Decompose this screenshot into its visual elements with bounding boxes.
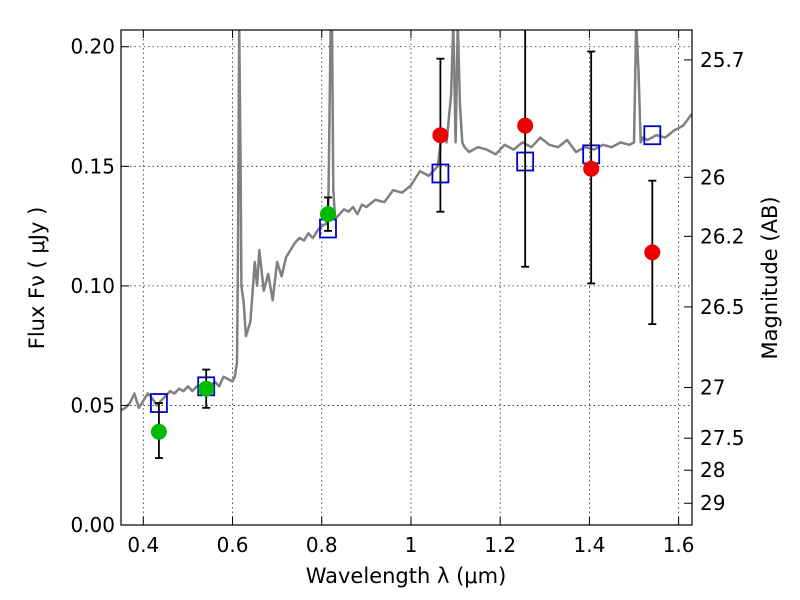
x-tick-label: 0.6 [217, 533, 249, 557]
green-data-point [150, 423, 167, 440]
y2-axis-label: Magnitude (AB) [758, 196, 782, 359]
x-axis-label: Wavelength λ (μm) [306, 564, 507, 588]
x-tick-label: 0.8 [306, 533, 338, 557]
y2-tick-label: 26 [700, 165, 725, 189]
ticks: 0.4 0.6 0.8 1 1.2 1.4 1.6 0.00 0.05 0.10 0.15 0.20 2… [70, 30, 745, 557]
y2-tick-label: 26.5 [700, 295, 745, 319]
x-tick-label: 1.2 [484, 533, 516, 557]
plot-background [121, 30, 692, 525]
y-tick-label: 0.05 [70, 393, 115, 417]
x-tick-label: 1.6 [663, 533, 695, 557]
y-tick-label: 0.15 [70, 154, 115, 178]
red-data-point [644, 244, 661, 261]
y-axis-label: Flux Fν ( μJy ) [25, 207, 49, 350]
markers-layer [150, 30, 662, 459]
plot-frame [120, 29, 693, 526]
green-data-point [198, 380, 215, 397]
green-data-point [319, 206, 336, 223]
y2-tick-label: 25.7 [700, 48, 745, 72]
y2-tick-label: 26.2 [700, 224, 745, 248]
y-tick-label: 0.20 [70, 35, 115, 59]
red-data-point [517, 117, 534, 134]
y2-tick-label: 28 [700, 458, 725, 482]
red-data-point [432, 127, 449, 144]
grid [121, 30, 692, 526]
model-square-marker [643, 125, 662, 146]
red-data-point [583, 160, 600, 177]
y2-tick-label: 29 [700, 491, 725, 515]
x-tick-label: 0.4 [127, 533, 159, 557]
y2-tick-label: 27 [700, 376, 725, 400]
x-tick-label: 1.4 [573, 533, 605, 557]
x-tick-label: 1 [405, 533, 418, 557]
y2-tick-label: 27.5 [700, 426, 745, 450]
y-tick-label: 0.00 [70, 513, 115, 537]
y-tick-label: 0.10 [70, 274, 115, 298]
